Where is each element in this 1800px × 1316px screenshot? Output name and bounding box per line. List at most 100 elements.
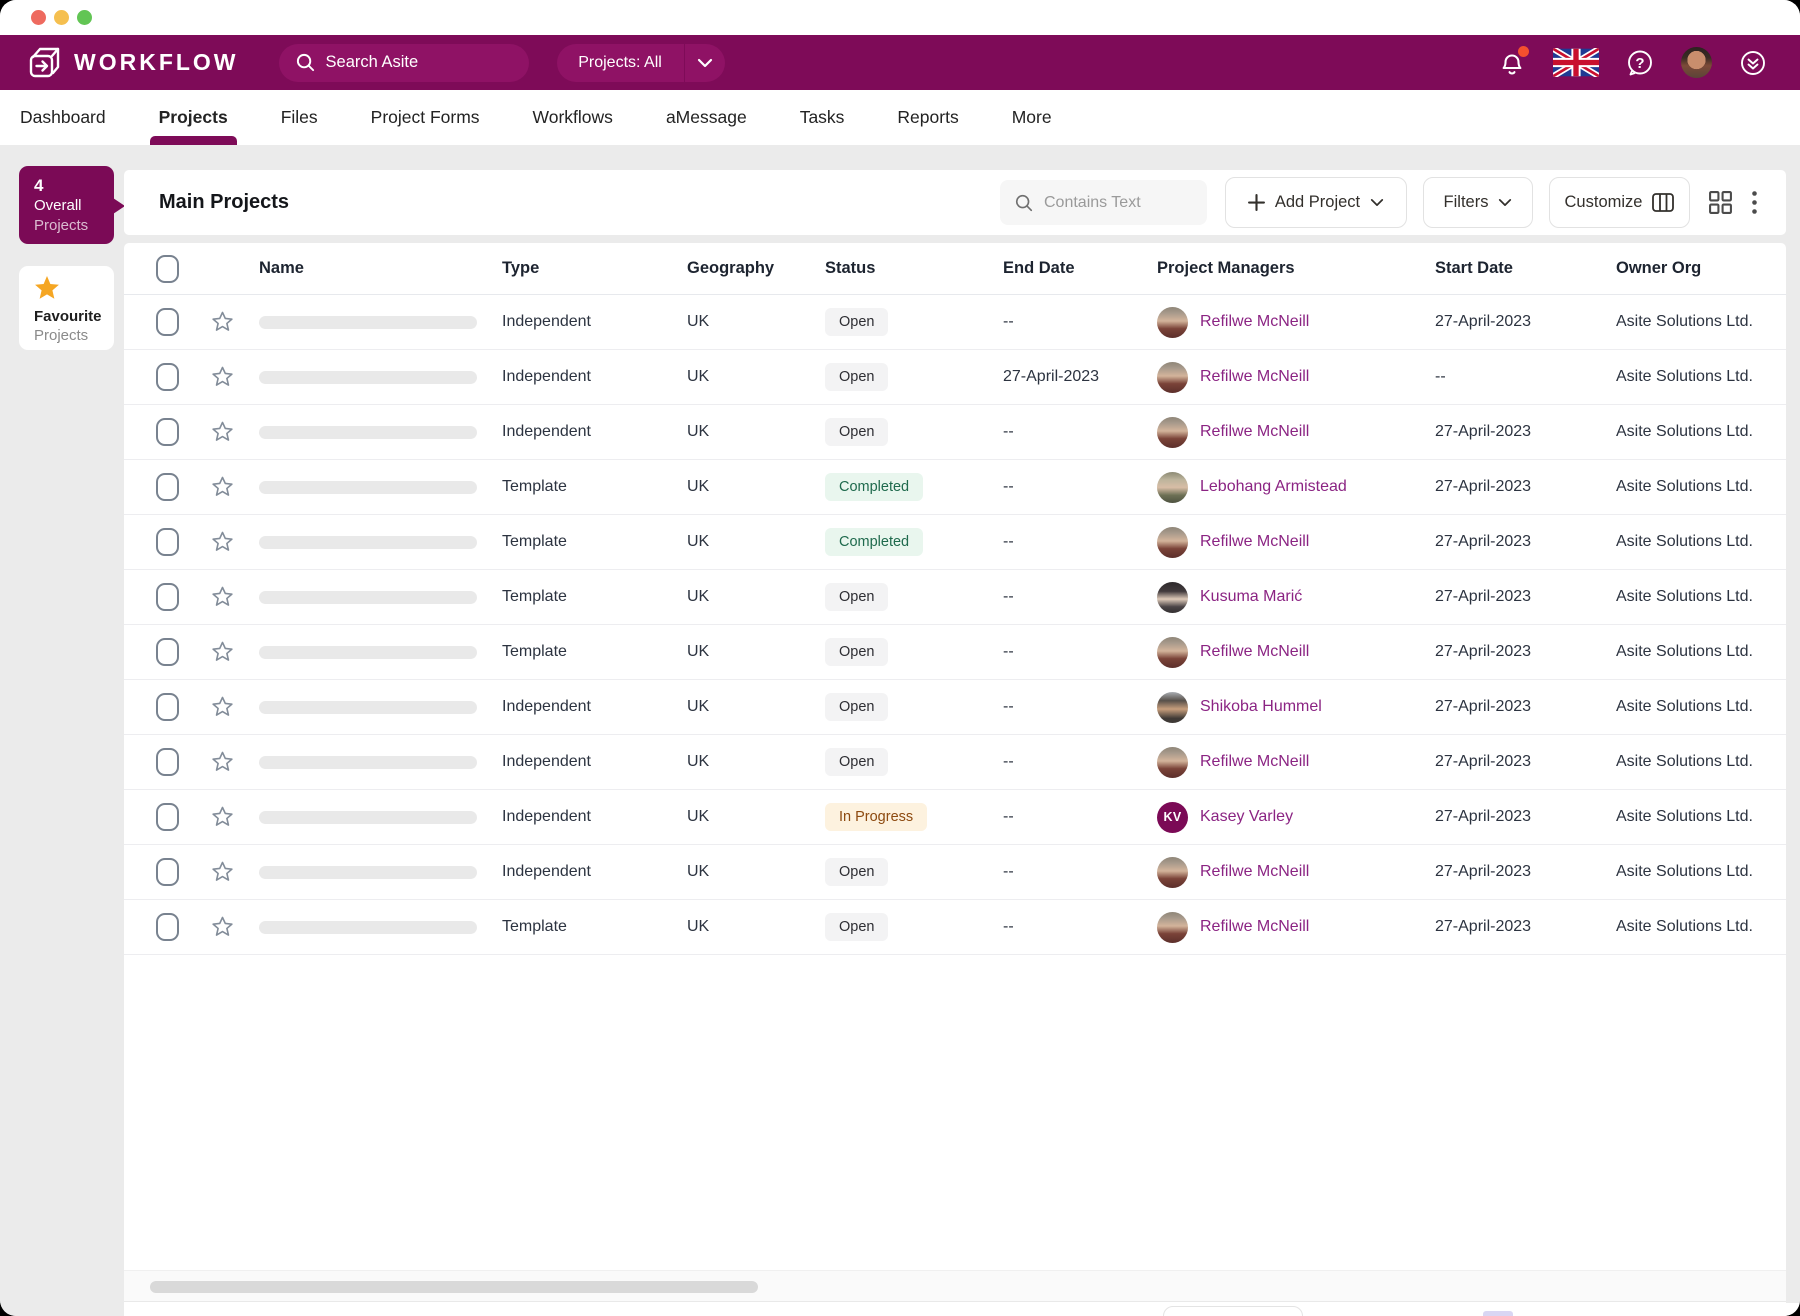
favourite-star-icon[interactable] — [211, 531, 259, 553]
project-manager-avatar[interactable] — [1157, 856, 1188, 888]
tab-reports[interactable]: Reports — [897, 107, 959, 127]
expand-all-icon[interactable] — [1738, 48, 1768, 78]
favourite-star-icon[interactable] — [211, 366, 259, 388]
row-checkbox[interactable] — [156, 528, 179, 556]
customize-button[interactable]: Customize — [1549, 177, 1690, 228]
project-manager-link[interactable]: Refilwe McNeill — [1200, 863, 1310, 880]
row-checkbox[interactable] — [156, 913, 179, 941]
grid-view-icon[interactable] — [1706, 189, 1734, 217]
table-row[interactable]: Template UK Open -- Refilwe McNeill 27-A… — [124, 625, 1786, 680]
column-header-name[interactable]: Name — [259, 259, 304, 277]
project-manager-link[interactable]: Refilwe McNeill — [1200, 423, 1310, 440]
favourite-star-icon[interactable] — [211, 421, 259, 443]
workflow-logo-icon[interactable] — [26, 45, 62, 81]
horizontal-scrollbar[interactable] — [124, 1270, 1786, 1302]
sidebar-item-overall-projects[interactable]: 4 Overall Projects — [19, 166, 125, 244]
favourite-star-icon[interactable] — [211, 861, 259, 883]
table-row[interactable]: Independent UK Open -- Refilwe McNeill 2… — [124, 405, 1786, 460]
table-row[interactable]: Template UK Open -- Kusuma Marić 27-Apri… — [124, 570, 1786, 625]
project-manager-avatar[interactable] — [1157, 581, 1188, 613]
column-header-end-date[interactable]: End Date — [1003, 259, 1075, 277]
row-checkbox[interactable] — [156, 583, 179, 611]
table-row[interactable]: Independent UK Open 27-April-2023 Refilw… — [124, 350, 1786, 405]
column-header-type[interactable]: Type — [502, 259, 540, 277]
table-row[interactable]: Independent UK Open -- Refilwe McNeill 2… — [124, 295, 1786, 350]
favourite-star-icon[interactable] — [211, 696, 259, 718]
zoom-window-button[interactable] — [77, 10, 92, 25]
project-manager-link[interactable]: Kusuma Marić — [1200, 588, 1303, 605]
project-filter-dropdown[interactable]: Projects: All — [556, 43, 725, 82]
project-manager-link[interactable]: Lebohang Armistead — [1200, 478, 1347, 495]
horizontal-scrollbar-thumb[interactable] — [150, 1281, 758, 1293]
favourite-star-icon[interactable] — [211, 476, 259, 498]
project-manager-avatar[interactable] — [1157, 416, 1188, 448]
favourite-star-icon[interactable] — [211, 751, 259, 773]
project-manager-avatar[interactable] — [1157, 636, 1188, 668]
table-row[interactable]: Independent UK Open -- Refilwe McNeill 2… — [124, 735, 1786, 790]
contains-text-search-input[interactable]: Contains Text — [1000, 180, 1207, 225]
sidebar-item-favourite-projects[interactable]: Favourite Projects — [19, 266, 114, 350]
tab-workflows[interactable]: Workflows — [532, 107, 613, 127]
project-manager-avatar[interactable]: KV — [1157, 801, 1188, 833]
add-project-button[interactable]: Add Project — [1225, 177, 1407, 228]
project-manager-link[interactable]: Refilwe McNeill — [1200, 918, 1310, 935]
project-manager-link[interactable]: Refilwe McNeill — [1200, 643, 1310, 660]
row-checkbox[interactable] — [156, 473, 179, 501]
table-row[interactable]: Template UK Open -- Refilwe McNeill 27-A… — [124, 900, 1786, 955]
row-checkbox[interactable] — [156, 308, 179, 336]
column-header-geography[interactable]: Geography — [687, 259, 775, 277]
column-header-project-managers[interactable]: Project Managers — [1157, 259, 1295, 277]
row-checkbox[interactable] — [156, 748, 179, 776]
project-manager-avatar[interactable] — [1157, 911, 1188, 943]
favourite-star-icon[interactable] — [211, 586, 259, 608]
row-checkbox[interactable] — [156, 638, 179, 666]
tab-dashboard[interactable]: Dashboard — [20, 107, 106, 127]
table-row[interactable]: Independent UK In Progress -- KV Kasey V… — [124, 790, 1786, 845]
project-manager-avatar[interactable] — [1157, 746, 1188, 778]
tab-tasks[interactable]: Tasks — [799, 107, 845, 127]
tab-files[interactable]: Files — [280, 107, 318, 127]
favourite-star-icon[interactable] — [211, 806, 259, 828]
column-header-status[interactable]: Status — [825, 259, 876, 277]
tab-projects[interactable]: Projects — [149, 90, 237, 145]
notification-bell-icon[interactable] — [1497, 45, 1529, 78]
table-row[interactable]: Template UK Completed -- Refilwe McNeill… — [124, 515, 1786, 570]
project-manager-avatar[interactable] — [1157, 306, 1188, 338]
tab-more[interactable]: More — [1011, 107, 1052, 127]
more-options-icon[interactable] — [1740, 189, 1768, 217]
table-row[interactable]: Independent UK Open -- Refilwe McNeill 2… — [124, 845, 1786, 900]
tab-project-forms[interactable]: Project Forms — [370, 107, 480, 127]
table-row[interactable]: Template UK Completed -- Lebohang Armist… — [124, 460, 1786, 515]
favourite-star-icon[interactable] — [211, 641, 259, 663]
partial-footer-button[interactable] — [1163, 1306, 1303, 1316]
table-row[interactable]: Independent UK Open -- Shikoba Hummel 27… — [124, 680, 1786, 735]
tab-amessage[interactable]: aMessage — [665, 107, 747, 127]
uk-flag-icon[interactable] — [1553, 48, 1599, 77]
project-manager-link[interactable]: Refilwe McNeill — [1200, 313, 1310, 330]
filters-button[interactable]: Filters — [1423, 177, 1533, 228]
row-checkbox[interactable] — [156, 693, 179, 721]
project-manager-avatar[interactable] — [1157, 361, 1188, 393]
close-window-button[interactable] — [31, 10, 46, 25]
favourite-star-icon[interactable] — [211, 311, 259, 333]
project-manager-link[interactable]: Refilwe McNeill — [1200, 533, 1310, 550]
global-search-input[interactable]: Search Asite — [278, 43, 529, 82]
row-checkbox[interactable] — [156, 363, 179, 391]
select-all-checkbox[interactable] — [156, 254, 179, 283]
row-checkbox[interactable] — [156, 418, 179, 446]
row-checkbox[interactable] — [156, 803, 179, 831]
project-manager-link[interactable]: Refilwe McNeill — [1200, 368, 1310, 385]
column-header-owner-org[interactable]: Owner Org — [1616, 259, 1702, 277]
project-manager-link[interactable]: Refilwe McNeill — [1200, 753, 1310, 770]
user-avatar[interactable] — [1681, 47, 1712, 78]
project-manager-link[interactable]: Shikoba Hummel — [1200, 698, 1322, 715]
project-manager-avatar[interactable] — [1157, 471, 1188, 503]
project-manager-link[interactable]: Kasey Varley — [1200, 808, 1294, 825]
project-manager-avatar[interactable] — [1157, 691, 1188, 723]
favourite-star-icon[interactable] — [211, 916, 259, 938]
help-icon[interactable]: ? — [1625, 48, 1655, 78]
minimize-window-button[interactable] — [54, 10, 69, 25]
project-manager-avatar[interactable] — [1157, 526, 1188, 558]
column-header-start-date[interactable]: Start Date — [1435, 259, 1513, 277]
row-checkbox[interactable] — [156, 858, 179, 886]
